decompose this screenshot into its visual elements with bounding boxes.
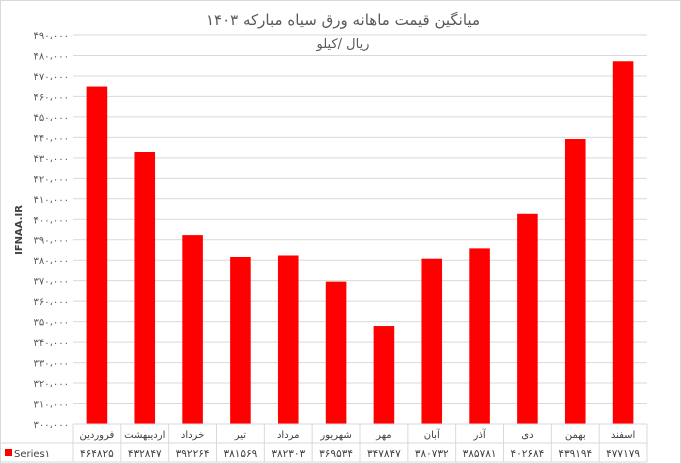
value-label: ۳۸۱۵۶۹ bbox=[223, 448, 257, 460]
data-table: فروردین ۴۶۴۸۲۵ اردیبهشت ۴۳۲۸۴۷ خرداد ۳۹۲۲۶۴ تی… bbox=[0, 423, 648, 463]
category-label: آبان bbox=[424, 428, 441, 441]
y-tick-label: ۴۷۰،۰۰۰ bbox=[34, 72, 69, 83]
y-tick-label: ۳۷۰،۰۰۰ bbox=[34, 277, 69, 288]
value-label: ۴۶۴۸۲۵ bbox=[80, 448, 114, 460]
category-label: شهریور bbox=[319, 430, 351, 441]
y-tick-label: ۳۵۰،۰۰۰ bbox=[34, 318, 69, 329]
category-label: خرداد bbox=[181, 430, 204, 441]
value-label: ۳۸۵۷۸۱ bbox=[463, 448, 497, 460]
value-label: ۳۸۲۳۰۳ bbox=[271, 448, 305, 460]
category-label: اسفند bbox=[611, 430, 635, 441]
bar bbox=[277, 255, 299, 424]
y-tick-label: ۳۳۰،۰۰۰ bbox=[34, 359, 69, 370]
y-tick-label: ۴۶۰،۰۰۰ bbox=[34, 92, 69, 103]
y-tick-label: ۴۹۰،۰۰۰ bbox=[34, 31, 69, 42]
y-axis-ticks: ۳۰۰،۰۰۰ ۳۱۰،۰۰۰ ۳۲۰،۰۰۰ ۳۳۰،۰۰۰ ۳۴۰،۰۰۰ ۳۵۰،۰… bbox=[34, 31, 69, 431]
y-tick-label: ۳۸۰،۰۰۰ bbox=[34, 256, 69, 267]
y-tick-label: ۴۵۰،۰۰۰ bbox=[34, 113, 69, 124]
y-tick-label: ۳۹۰،۰۰۰ bbox=[34, 236, 69, 247]
y-tick-label: ۳۲۰،۰۰۰ bbox=[34, 379, 69, 390]
watermark: IFNAA.IR bbox=[14, 205, 25, 255]
y-tick-label: ۴۱۰،۰۰۰ bbox=[34, 195, 69, 206]
category-label: مرداد bbox=[277, 430, 300, 441]
bar bbox=[469, 248, 490, 424]
y-tick-label: ۳۴۰،۰۰۰ bbox=[34, 338, 69, 349]
y-tick-label: ۴۰۰،۰۰۰ bbox=[34, 215, 69, 226]
y-tick-label: ۴۳۰،۰۰۰ bbox=[34, 154, 69, 165]
bar bbox=[373, 326, 395, 424]
y-tick-label: ۴۸۰،۰۰۰ bbox=[34, 51, 69, 62]
bar bbox=[612, 61, 634, 425]
category-label: بهمن bbox=[565, 430, 586, 441]
value-label: ۳۹۲۲۶۴ bbox=[176, 448, 210, 460]
legend-series-name: Series۱ bbox=[14, 449, 50, 460]
y-tick-label: ۳۰۰،۰۰۰ bbox=[34, 420, 69, 431]
bar bbox=[182, 235, 203, 424]
value-label: ۴۰۲۶۸۴ bbox=[510, 448, 544, 460]
chart-title: میانگین قیمت ماهانه ورق سیاه مبارکه ۱۴۰۳ bbox=[206, 11, 480, 29]
bar bbox=[230, 256, 251, 424]
value-label: ۳۴۷۸۴۷ bbox=[367, 448, 401, 460]
chart-subtitle: ریال /کیلو bbox=[316, 37, 370, 52]
bar bbox=[421, 258, 443, 424]
category-label: آذر bbox=[473, 428, 487, 441]
legend-key bbox=[5, 449, 12, 456]
category-label: دی bbox=[521, 430, 533, 441]
y-tick-label: ۳۱۰،۰۰۰ bbox=[34, 400, 69, 411]
bar bbox=[517, 213, 538, 424]
value-label: ۴۳۹۱۹۴ bbox=[558, 448, 592, 460]
category-label: تیر bbox=[234, 430, 247, 441]
bar bbox=[134, 152, 156, 424]
category-label: مهر bbox=[375, 430, 391, 441]
y-tick-label: ۴۲۰،۰۰۰ bbox=[34, 174, 69, 185]
value-label: ۳۶۹۵۳۴ bbox=[319, 448, 353, 460]
value-label: ۳۸۰۷۳۲ bbox=[415, 448, 449, 460]
category-label: فروردین bbox=[80, 430, 115, 441]
value-label: ۴۷۷۱۷۹ bbox=[606, 448, 640, 460]
bar bbox=[564, 139, 586, 424]
y-tick-label: ۳۶۰،۰۰۰ bbox=[34, 297, 69, 308]
bar bbox=[86, 86, 108, 424]
y-tick-label: ۴۴۰،۰۰۰ bbox=[34, 133, 69, 144]
value-label: ۴۳۲۸۴۷ bbox=[128, 448, 162, 460]
bar bbox=[325, 281, 347, 424]
category-label: اردیبهشت bbox=[124, 430, 165, 441]
bars bbox=[86, 61, 634, 425]
